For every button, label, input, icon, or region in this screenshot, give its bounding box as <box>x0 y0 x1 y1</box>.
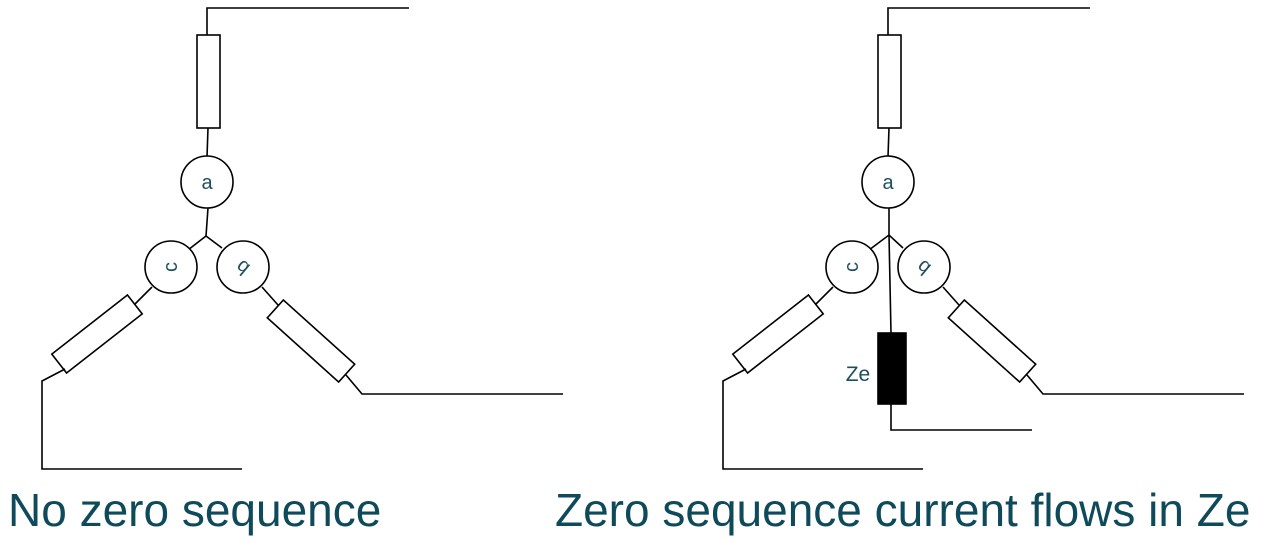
left-winding-c <box>144 240 198 294</box>
right-phase-b-wire <box>942 286 960 306</box>
right-phase-b-resistor <box>947 298 1037 384</box>
right-phase-a-wire <box>887 127 890 158</box>
right-phase-b-branch: b <box>897 240 1244 395</box>
right-winding-a <box>861 155 915 209</box>
ze-impedance <box>877 332 907 405</box>
right-phase-c-wire <box>815 286 834 305</box>
left-star-circuit: a c b <box>41 7 563 470</box>
right-phase-c-branch: c <box>722 240 923 470</box>
left-phase-a-branch: a <box>180 7 409 237</box>
left-neutral-point <box>187 234 223 251</box>
right-neutral-point <box>868 233 904 251</box>
right-phase-c-line <box>722 368 923 470</box>
right-phase-a-resistor <box>877 34 902 129</box>
neutral-earth-branch: Ze <box>846 234 1032 431</box>
left-phase-b-branch: b <box>216 240 563 395</box>
right-winding-b <box>897 240 951 294</box>
right-phase-a-branch: a <box>861 7 1090 235</box>
right-phase-a-line <box>887 7 1090 35</box>
ze-label: Ze <box>846 363 871 386</box>
right-winding-a-label: a <box>882 172 894 194</box>
left-winding-b <box>216 240 270 294</box>
right-winding-c <box>825 240 879 294</box>
left-phase-b-line <box>345 374 563 395</box>
neutral-to-ze-wire <box>888 234 892 334</box>
left-phase-a-resistor <box>196 34 221 129</box>
left-caption: No zero sequence <box>8 484 382 536</box>
left-phase-b-wire <box>261 286 279 306</box>
right-winding-c-label: c <box>841 262 863 272</box>
left-winding-a-label: a <box>201 172 213 194</box>
left-phase-a-line <box>206 7 409 35</box>
left-winding-c-label: c <box>160 262 182 272</box>
ze-earth-line <box>890 404 1032 431</box>
left-phase-a-wire <box>206 127 209 158</box>
left-winding-a-to-neutral <box>205 207 209 237</box>
left-phase-c-wire <box>134 286 153 305</box>
left-phase-c-line <box>41 368 242 470</box>
left-winding-a <box>180 155 234 209</box>
left-phase-c-resistor <box>50 293 144 375</box>
left-phase-c-branch: c <box>41 240 242 470</box>
right-phase-b-line <box>1026 374 1244 395</box>
right-phase-c-resistor <box>731 293 825 375</box>
right-star-circuit: a Ze c b <box>722 7 1244 470</box>
left-phase-b-resistor <box>266 298 356 384</box>
right-caption: Zero sequence current flows in Ze <box>555 484 1251 536</box>
